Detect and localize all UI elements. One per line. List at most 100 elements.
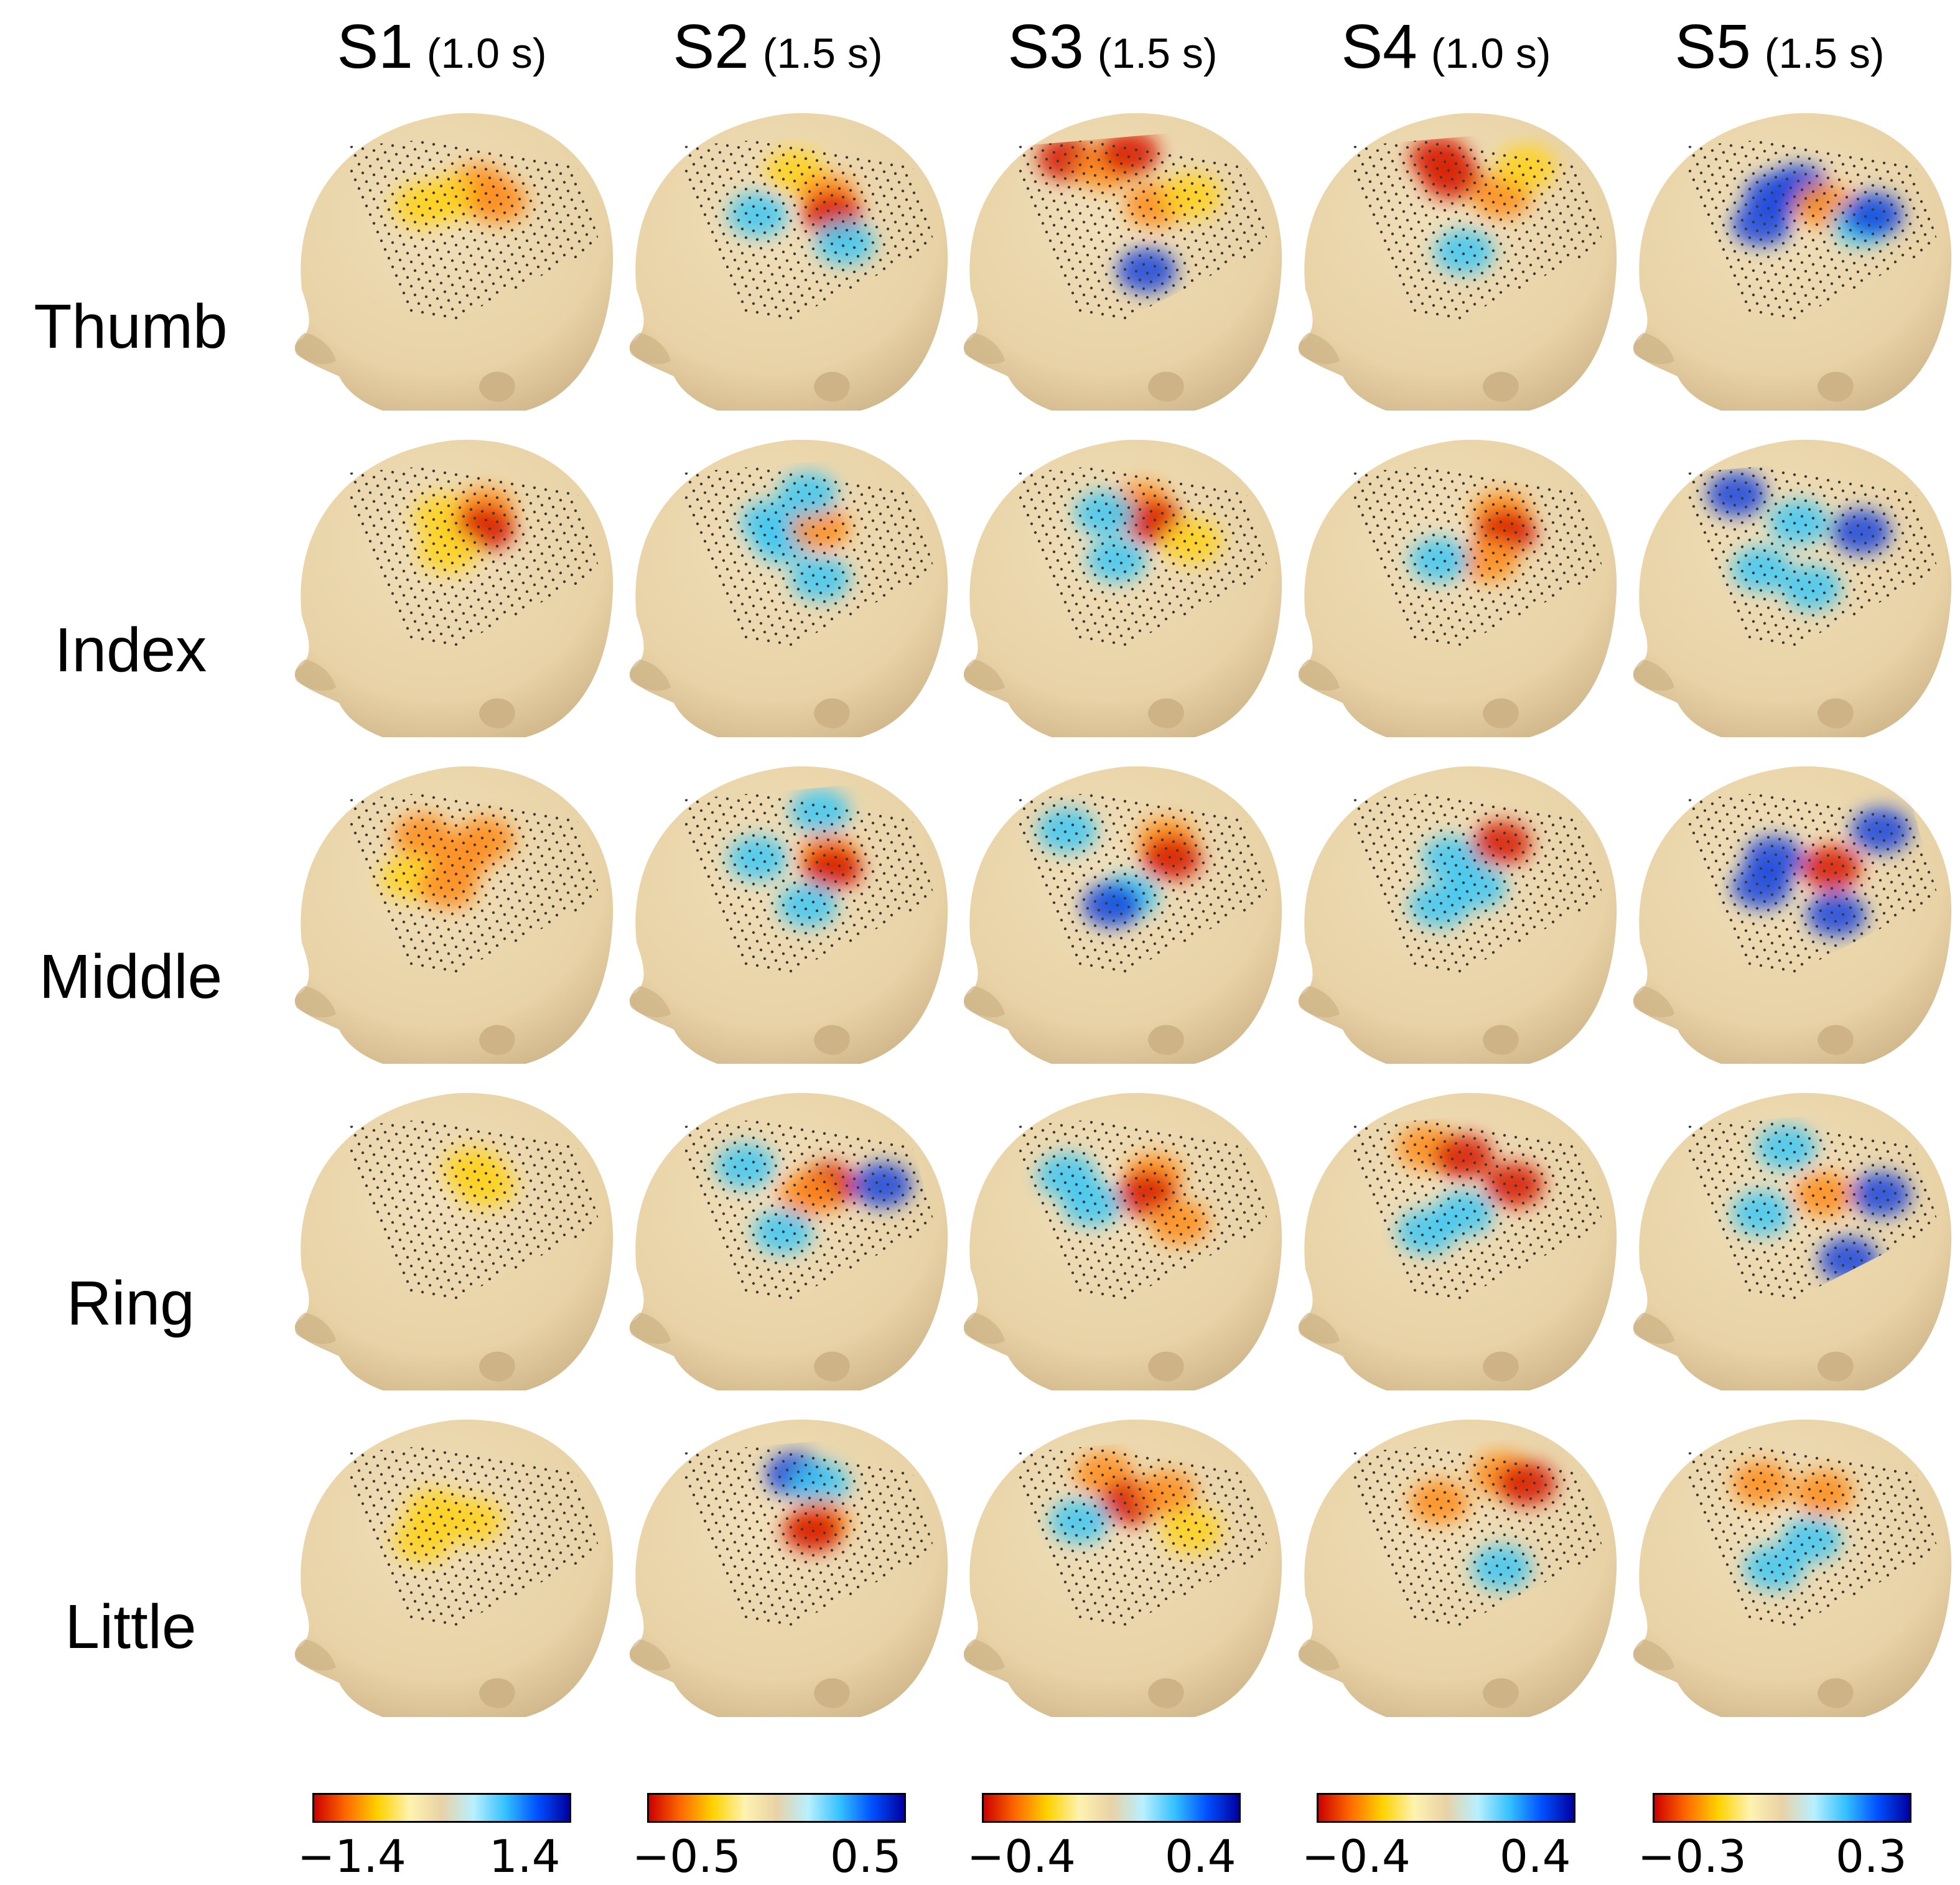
head-map-s2-ring xyxy=(624,1082,954,1394)
nose-shape xyxy=(1298,1639,1340,1671)
head-map-s2-little xyxy=(624,1409,954,1720)
activation-blob xyxy=(1434,1135,1494,1180)
activation-blob xyxy=(1744,1545,1804,1590)
activation-blob xyxy=(1037,808,1097,853)
column-header-s4: S4 (1.0 s) xyxy=(1278,11,1614,81)
activation-blob xyxy=(1397,1209,1457,1254)
nose-shape xyxy=(1298,659,1340,691)
colorbar-min-label: −0.5 xyxy=(632,1830,741,1883)
activation-blob xyxy=(1851,808,1911,853)
nose-shape xyxy=(294,986,336,1018)
head-surface xyxy=(1633,113,1952,411)
nose-shape xyxy=(1633,659,1674,691)
activation-blob xyxy=(1162,174,1221,218)
ear-shape xyxy=(1483,698,1519,728)
activation-blob xyxy=(1851,1172,1911,1217)
ear-shape xyxy=(1148,1678,1184,1708)
head-surface xyxy=(963,1092,1282,1390)
activation-blob xyxy=(815,220,875,265)
activation-blob xyxy=(1082,883,1142,928)
nose-shape xyxy=(629,659,671,691)
colorbar-max-label: 0.4 xyxy=(1165,1830,1236,1883)
ear-shape xyxy=(814,698,850,728)
nose-shape xyxy=(963,986,1005,1018)
activation-blob xyxy=(1409,883,1469,928)
activation-blob xyxy=(778,1172,838,1217)
head-surface xyxy=(1298,1419,1617,1717)
activation-blob xyxy=(1496,146,1556,190)
activation-blob xyxy=(1062,1181,1122,1226)
head-surface xyxy=(629,113,948,411)
row-label-ring: Ring xyxy=(67,1268,195,1338)
duration-label: (1.0 s) xyxy=(1430,30,1551,77)
head-map-s5-middle xyxy=(1628,756,1958,1067)
colorbar-max-label: 0.3 xyxy=(1836,1830,1907,1883)
activation-blob xyxy=(1844,192,1903,237)
head-surface xyxy=(294,1419,614,1717)
subject-label: S2 xyxy=(673,12,749,81)
activation-blob xyxy=(1409,1480,1469,1525)
nose-shape xyxy=(1633,1313,1674,1344)
activation-blob xyxy=(418,864,478,909)
column-header-s2: S2 (1.5 s) xyxy=(610,11,946,81)
colorbar-max-label: 0.4 xyxy=(1500,1830,1571,1883)
nose-shape xyxy=(1298,333,1340,365)
activation-blob xyxy=(393,183,453,228)
activation-blob xyxy=(1732,864,1791,909)
colorbar-s1 xyxy=(312,1793,571,1823)
head-map-s3-ring xyxy=(958,1082,1288,1394)
nose-shape xyxy=(629,1313,671,1344)
activation-blob xyxy=(1732,1191,1791,1236)
row-label-index: Index xyxy=(54,615,207,685)
duration-label: (1.5 s) xyxy=(1097,30,1218,77)
colorbar-s5 xyxy=(1653,1793,1911,1823)
activation-blob xyxy=(418,528,478,573)
nose-shape xyxy=(629,1639,671,1671)
duration-label: (1.5 s) xyxy=(1764,30,1885,77)
activation-blob xyxy=(728,836,788,881)
nose-shape xyxy=(294,333,336,365)
nose-shape xyxy=(1633,1639,1674,1671)
activation-blob xyxy=(1162,519,1221,564)
activation-blob xyxy=(1472,1545,1531,1590)
activation-blob xyxy=(1099,131,1159,175)
nose-shape xyxy=(629,986,671,1018)
activation-blob xyxy=(1149,1200,1209,1245)
head-map-s5-thumb xyxy=(1628,103,1958,414)
head-map-s2-index xyxy=(624,429,954,740)
head-map-s4-middle xyxy=(1293,756,1623,1067)
activation-blob xyxy=(1484,1163,1544,1208)
activation-blob xyxy=(790,789,850,834)
head-surface xyxy=(629,1419,948,1717)
head-map-s4-thumb xyxy=(1293,103,1623,414)
head-map-s1-ring xyxy=(289,1082,619,1394)
head-map-s1-little xyxy=(289,1409,619,1720)
head-map-s3-little xyxy=(958,1409,1288,1720)
head-map-s2-thumb xyxy=(624,103,954,414)
head-surface xyxy=(963,439,1282,737)
nose-shape xyxy=(963,1639,1005,1671)
activation-blob xyxy=(1781,1517,1841,1562)
head-surface xyxy=(1633,766,1952,1064)
head-surface xyxy=(1633,1092,1952,1390)
activation-blob xyxy=(790,1461,850,1506)
head-map-s3-middle xyxy=(958,756,1288,1067)
activation-blob xyxy=(1769,500,1829,545)
activation-blob xyxy=(1434,230,1494,274)
activation-blob xyxy=(790,556,850,601)
row-label-thumb: Thumb xyxy=(34,292,228,361)
nose-shape xyxy=(963,659,1005,691)
column-header-s1: S1 (1.0 s) xyxy=(274,11,610,81)
ear-shape xyxy=(814,1025,850,1055)
colorbar-s3 xyxy=(982,1793,1241,1823)
ear-shape xyxy=(479,1678,515,1708)
activation-blob xyxy=(1409,538,1469,582)
ear-shape xyxy=(1483,1025,1519,1055)
ear-shape xyxy=(1818,1351,1854,1382)
activation-blob xyxy=(716,1144,775,1189)
nose-shape xyxy=(1633,986,1674,1018)
electrode-grid xyxy=(1687,783,1939,974)
colorbar-s2 xyxy=(647,1793,906,1823)
duration-label: (1.5 s) xyxy=(762,30,883,77)
head-surface xyxy=(963,1419,1282,1717)
